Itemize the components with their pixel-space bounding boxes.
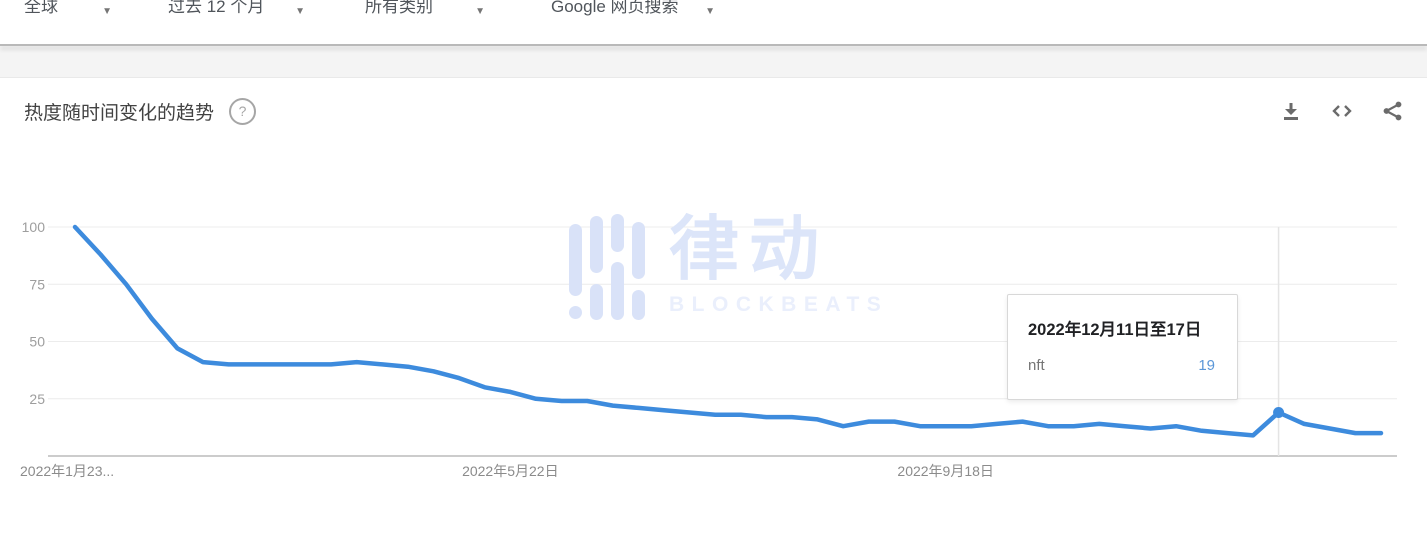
- filter-category[interactable]: 所有类别 ▼: [365, 0, 485, 23]
- embed-code-icon: [1332, 105, 1352, 117]
- chevron-down-icon: ▼: [295, 6, 305, 17]
- page-background-band: [0, 46, 1427, 77]
- filter-time-range[interactable]: 过去 12 个月 ▼: [168, 0, 305, 23]
- highlight-dot[interactable]: [1273, 406, 1285, 418]
- trend-line[interactable]: [72, 224, 1384, 438]
- x-tick-label: 2022年9月18日: [897, 463, 994, 479]
- header-shadow-divider: [0, 44, 1427, 46]
- filter-region-label: 全球: [24, 0, 58, 16]
- tooltip-date-range: 2022年12月11日至17日: [1028, 321, 1202, 339]
- filter-search-type[interactable]: Google 网页搜索 ▼: [551, 0, 715, 23]
- tooltip-value: 19: [1198, 357, 1215, 374]
- help-icon[interactable]: ?: [229, 97, 257, 125]
- share-button[interactable]: [1381, 99, 1405, 123]
- embed-button[interactable]: [1330, 99, 1354, 123]
- chart-tooltip: 2022年12月11日至17日 nft 19: [1007, 294, 1238, 400]
- card-actions: [1279, 99, 1405, 123]
- chevron-down-icon: ▼: [102, 6, 112, 17]
- x-tick-label: 2022年5月22日: [462, 463, 559, 479]
- trend-chart[interactable]: 25 50 75 100 2022年1月23... 2022年5月22日 2022年9月18…: [0, 78, 1427, 534]
- card-header: 热度随时间变化的趋势 ?: [0, 78, 1427, 144]
- y-tick-label: 25: [29, 391, 45, 407]
- y-tick-label: 75: [29, 276, 45, 292]
- interest-over-time-card: 热度随时间变化的趋势 ?: [0, 77, 1427, 534]
- share-icon: [1383, 101, 1402, 121]
- tooltip-row: nft 19: [1028, 357, 1215, 374]
- filter-search-type-label: Google 网页搜索: [551, 0, 679, 16]
- y-tick-label: 50: [29, 334, 45, 350]
- tooltip-term: nft: [1028, 357, 1045, 374]
- chevron-down-icon: ▼: [705, 6, 715, 17]
- download-button[interactable]: [1279, 99, 1303, 123]
- y-tick-label: 100: [22, 219, 46, 235]
- chevron-down-icon: ▼: [475, 6, 485, 17]
- filter-region[interactable]: 全球 ▼: [24, 0, 112, 23]
- download-icon: [1284, 103, 1298, 120]
- x-tick-label: 2022年1月23...: [20, 463, 114, 479]
- filter-category-label: 所有类别: [365, 0, 433, 16]
- filter-bar: 全球 ▼ 过去 12 个月 ▼ 所有类别 ▼ Google 网页搜索 ▼: [0, 0, 1427, 44]
- chart-title: 热度随时间变化的趋势: [24, 102, 215, 124]
- filter-time-range-label: 过去 12 个月: [168, 0, 265, 16]
